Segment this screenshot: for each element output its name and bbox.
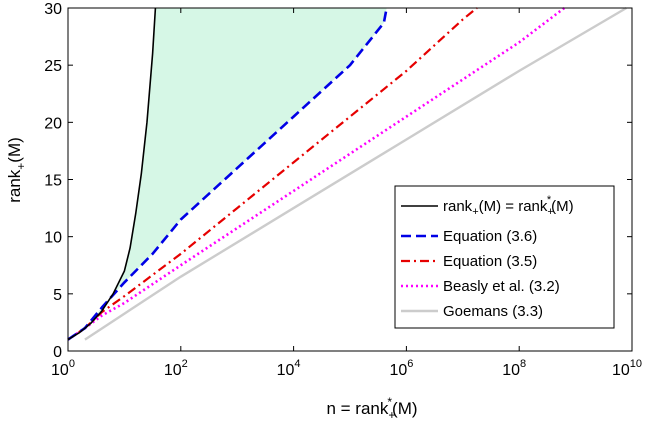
y-axis-label: rank+(M) [5, 137, 28, 203]
x-axis-label: n = rank+*(M) [326, 395, 417, 422]
x-axis: 100 102 104 106 108 1010 [51, 8, 642, 379]
series-line-eq35 [67, 7, 478, 341]
series-layer [67, 6, 627, 341]
x-tick-label: 102 [164, 358, 188, 379]
y-axis: 0 5 10 15 20 25 30 [44, 1, 632, 361]
legend-label-eq35: Equation (3.5) [443, 253, 537, 270]
y-tick-label: 10 [44, 230, 62, 247]
y-tick-label: 5 [53, 287, 62, 304]
legend-label-beasly: Beasly et al. (3.2) [443, 278, 560, 295]
series-line-exact [67, 7, 157, 341]
legend-label-goemans: Goemans (3.3) [443, 303, 543, 320]
legend-label-exact: rank+(M) = rank+*(M) [443, 194, 574, 218]
y-tick-label: 30 [44, 1, 62, 18]
x-tick-label: 1010 [612, 358, 642, 379]
series-line-eq36 [67, 7, 388, 341]
x-tick-label: 108 [502, 358, 526, 379]
legend-label-eq36: Equation (3.6) [443, 228, 537, 245]
x-tick-label: 104 [277, 358, 301, 379]
shaded-region [68, 8, 387, 340]
x-tick-label: 100 [51, 358, 75, 379]
y-tick-label: 20 [44, 115, 62, 132]
y-tick-label: 15 [44, 173, 62, 190]
series-line-goemans [84, 6, 627, 341]
series-line-beasly [67, 6, 566, 341]
legend-box [394, 185, 615, 329]
y-tick-label: 0 [53, 344, 62, 361]
legend: rank+(M) = rank+*(M) Equation (3.6) Equa… [394, 185, 615, 329]
x-tick-label: 106 [389, 358, 413, 379]
y-tick-label: 25 [44, 58, 62, 75]
